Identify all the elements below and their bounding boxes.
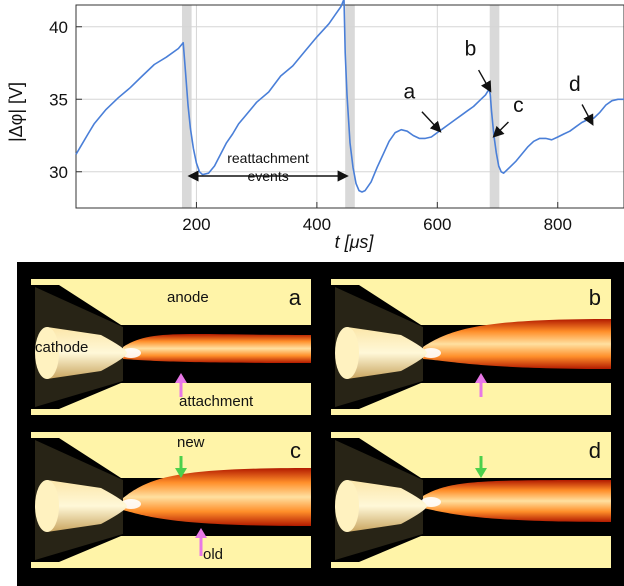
anode-bottom	[31, 536, 311, 568]
y-tick-label-0: 30	[49, 163, 68, 182]
cathode-cone	[342, 480, 427, 532]
voltage-chart: 200 400 600 800 30 35 40 a b c d reattachment events…	[6, 0, 624, 252]
series-line	[75, 0, 624, 193]
y-tick-label-2: 40	[49, 18, 68, 37]
anode-bottom	[31, 383, 311, 415]
annotation-label-b: b	[465, 38, 477, 61]
anode-top	[31, 279, 311, 325]
panel-a: a anode cathode attachment	[31, 279, 311, 415]
plot-frame	[75, 4, 624, 209]
annotation-label-d: d	[569, 73, 581, 96]
cathode-base	[335, 480, 359, 532]
panel-letter-c: c	[290, 438, 301, 463]
panel-letter-b: b	[588, 285, 601, 310]
cathode-label: cathode	[35, 339, 89, 356]
new-attachment-arrow-head	[175, 468, 187, 478]
discharge-image-b	[331, 279, 611, 415]
arc-root-glow	[121, 348, 141, 358]
discharge-image-c	[31, 432, 311, 568]
y-tick-label-1: 35	[49, 90, 68, 109]
panel-letter-d: d	[588, 438, 601, 463]
new-attachment-arrow-head	[475, 468, 487, 478]
old-label: old	[203, 546, 224, 563]
annotation-label-a: a	[403, 80, 415, 103]
reattachment-band-1	[345, 5, 355, 208]
attachment-arrow-head	[195, 528, 207, 538]
panel-c: c new old	[31, 432, 311, 568]
plot-area: 200 400 600 800 30 35 40 a b c d reattachment events	[49, 0, 624, 234]
attachment-arrow-head	[475, 373, 487, 383]
annotation-arrow-d	[581, 104, 594, 126]
cathode-cone	[42, 327, 127, 379]
annotation-arrow-c	[492, 121, 509, 138]
x-tick-label-3: 800	[544, 215, 572, 234]
discharge-image-d	[331, 432, 611, 568]
events-label-line2: events	[247, 168, 288, 184]
panel-b: b	[331, 279, 611, 415]
cathode-base	[35, 480, 59, 532]
new-label: new	[177, 434, 205, 451]
attachment-label: attachment	[179, 393, 254, 410]
y-axis-title: |Δφ| [V]	[6, 82, 26, 142]
anode-bottom	[331, 383, 611, 415]
anode-top	[31, 432, 311, 478]
annotation-arrow-b	[477, 69, 492, 93]
plasma-column	[123, 468, 311, 526]
annotation-arrow-a	[421, 111, 442, 133]
plasma-column	[423, 480, 611, 522]
arc-root-glow	[421, 348, 441, 358]
x-tick-label-1: 400	[303, 215, 331, 234]
events-label-line1: reattachment	[227, 150, 309, 166]
discharge-image-a	[31, 279, 311, 415]
reattachment-band-0	[181, 5, 192, 208]
anode-top	[331, 279, 611, 325]
cathode-cone	[42, 480, 127, 532]
x-tick-label-2: 600	[423, 215, 451, 234]
anode-label: anode	[167, 289, 209, 306]
plasma-column	[123, 334, 311, 363]
anode-top	[331, 432, 611, 478]
simulation-panels: a anode cathode attachment b c new old d	[17, 262, 624, 586]
panel-letter-a: a	[288, 285, 301, 310]
plasma-column	[423, 319, 611, 369]
panel-d: d	[331, 432, 611, 568]
annotation-label-c: c	[513, 94, 524, 117]
x-tick-label-0: 200	[182, 215, 210, 234]
cathode-base	[335, 327, 359, 379]
cathode-base	[35, 327, 59, 379]
cathode-cone	[342, 327, 427, 379]
reattachment-band-2	[489, 5, 500, 208]
attachment-arrow-head	[175, 373, 187, 383]
x-axis-title: t [μs]	[335, 232, 375, 252]
anode-bottom	[331, 536, 611, 568]
